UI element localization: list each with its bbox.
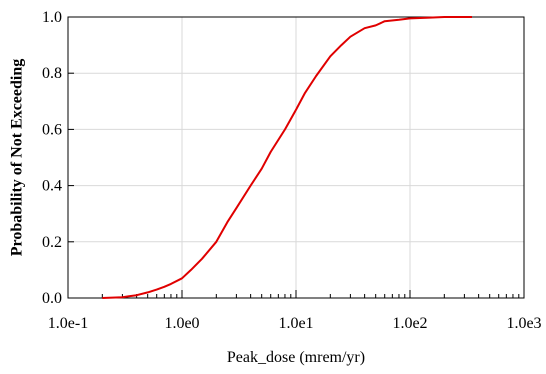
minor-ticks bbox=[101, 294, 520, 298]
y-tick-label: 0.0 bbox=[42, 290, 62, 307]
y-tick-label: 1.0 bbox=[42, 9, 62, 26]
y-tick-label: 0.8 bbox=[42, 65, 62, 82]
x-tick-label: 1.0e2 bbox=[392, 315, 427, 332]
y-axis-title: Probability of Not Exceeding bbox=[9, 59, 26, 256]
y-axis-ticks: 0.0 0.2 0.4 0.6 0.8 1.0 bbox=[42, 9, 74, 307]
x-tick-label: 1.0e-1 bbox=[48, 315, 88, 332]
x-axis-ticks: 1.0e-1 1.0e0 1.0e1 1.0e2 1.0e3 bbox=[48, 290, 542, 332]
y-tick-label: 0.2 bbox=[42, 234, 62, 251]
series-line bbox=[102, 16, 472, 299]
x-tick-label: 1.0e0 bbox=[164, 315, 199, 332]
grid-layer bbox=[68, 17, 524, 298]
x-tick-label: 1.0e3 bbox=[506, 315, 541, 332]
x-tick-label: 1.0e1 bbox=[278, 315, 313, 332]
x-axis-title: Peak_dose (mrem/yr) bbox=[227, 349, 365, 366]
y-tick-label: 0.6 bbox=[42, 121, 62, 138]
y-tick-label: 0.4 bbox=[42, 178, 62, 195]
